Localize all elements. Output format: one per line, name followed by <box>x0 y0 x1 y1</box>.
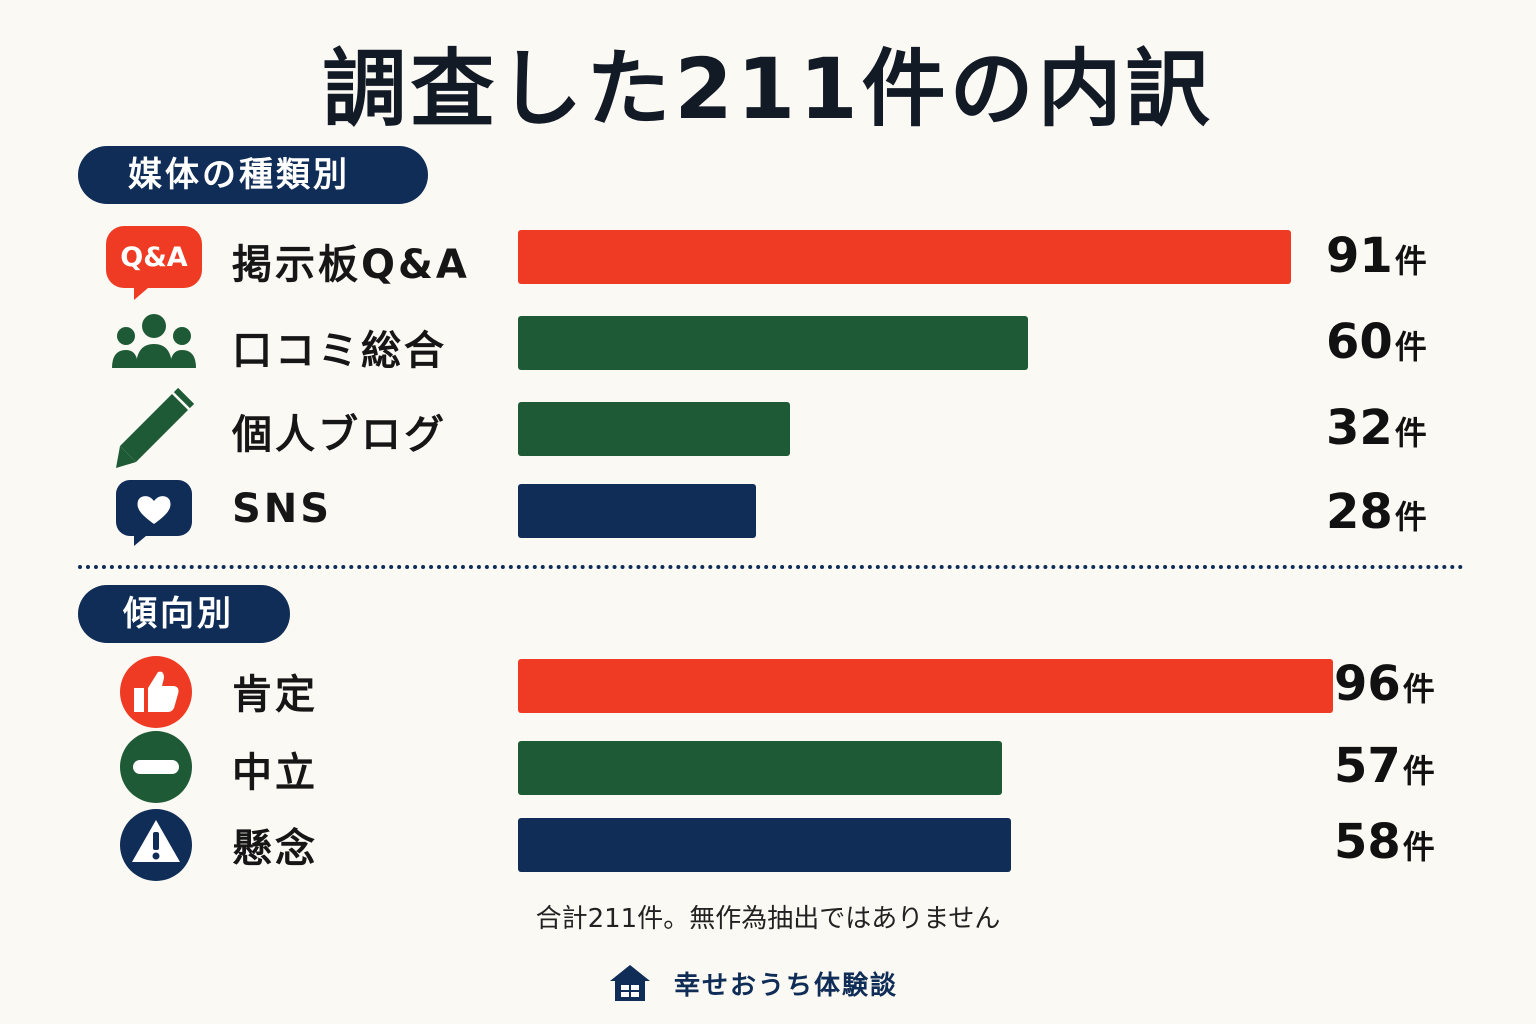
value-label-concern: 58件 <box>1334 814 1435 870</box>
value-label-positive: 96件 <box>1334 656 1435 712</box>
footnote: 合計211件。無作為抽出ではありません <box>535 904 1001 934</box>
minus-circle-icon <box>106 722 206 812</box>
house-icon <box>608 961 652 1005</box>
warning-icon <box>106 800 206 890</box>
thumbs-up-icon <box>106 646 206 736</box>
category-label-sns: SNS <box>232 486 333 532</box>
category-label-reviews: 口コミ総合 <box>232 328 447 374</box>
bar-media-3 <box>518 484 756 538</box>
bar-trend-0 <box>518 659 1333 713</box>
bar-trend-2 <box>518 818 1011 872</box>
bar-media-2 <box>518 402 790 456</box>
category-label-blog: 個人ブログ <box>232 412 447 458</box>
section-heading-trend: 傾向別 <box>78 585 290 643</box>
section-heading-media: 媒体の種類別 <box>78 146 428 204</box>
section-divider <box>78 565 1464 569</box>
value-label-blog: 32件 <box>1326 400 1427 456</box>
category-label-concern: 懸念 <box>232 826 318 872</box>
qa-badge-text: Q&A <box>120 242 187 273</box>
category-label-positive: 肯定 <box>232 672 318 718</box>
brand-name: 幸せおうち体験談 <box>674 970 899 1001</box>
bar-media-0 <box>518 230 1291 284</box>
brand: 幸せおうち体験談 <box>608 958 898 1008</box>
page-title: 調査した211件の内訳 <box>322 40 1214 138</box>
heart-bubble-icon <box>104 474 204 564</box>
value-label-sns: 28件 <box>1326 484 1427 540</box>
qa-bubble-icon: Q&A <box>104 218 204 308</box>
bar-trend-1 <box>518 741 1002 795</box>
category-label-neutral: 中立 <box>232 750 318 796</box>
category-label-qa: 掲示板Q&A <box>232 242 470 288</box>
bar-media-1 <box>518 316 1028 370</box>
value-label-reviews: 60件 <box>1326 314 1427 370</box>
value-label-neutral: 57件 <box>1334 738 1435 794</box>
pencil-icon <box>106 388 206 478</box>
value-label-qa: 91件 <box>1326 228 1427 284</box>
people-icon <box>104 306 204 396</box>
